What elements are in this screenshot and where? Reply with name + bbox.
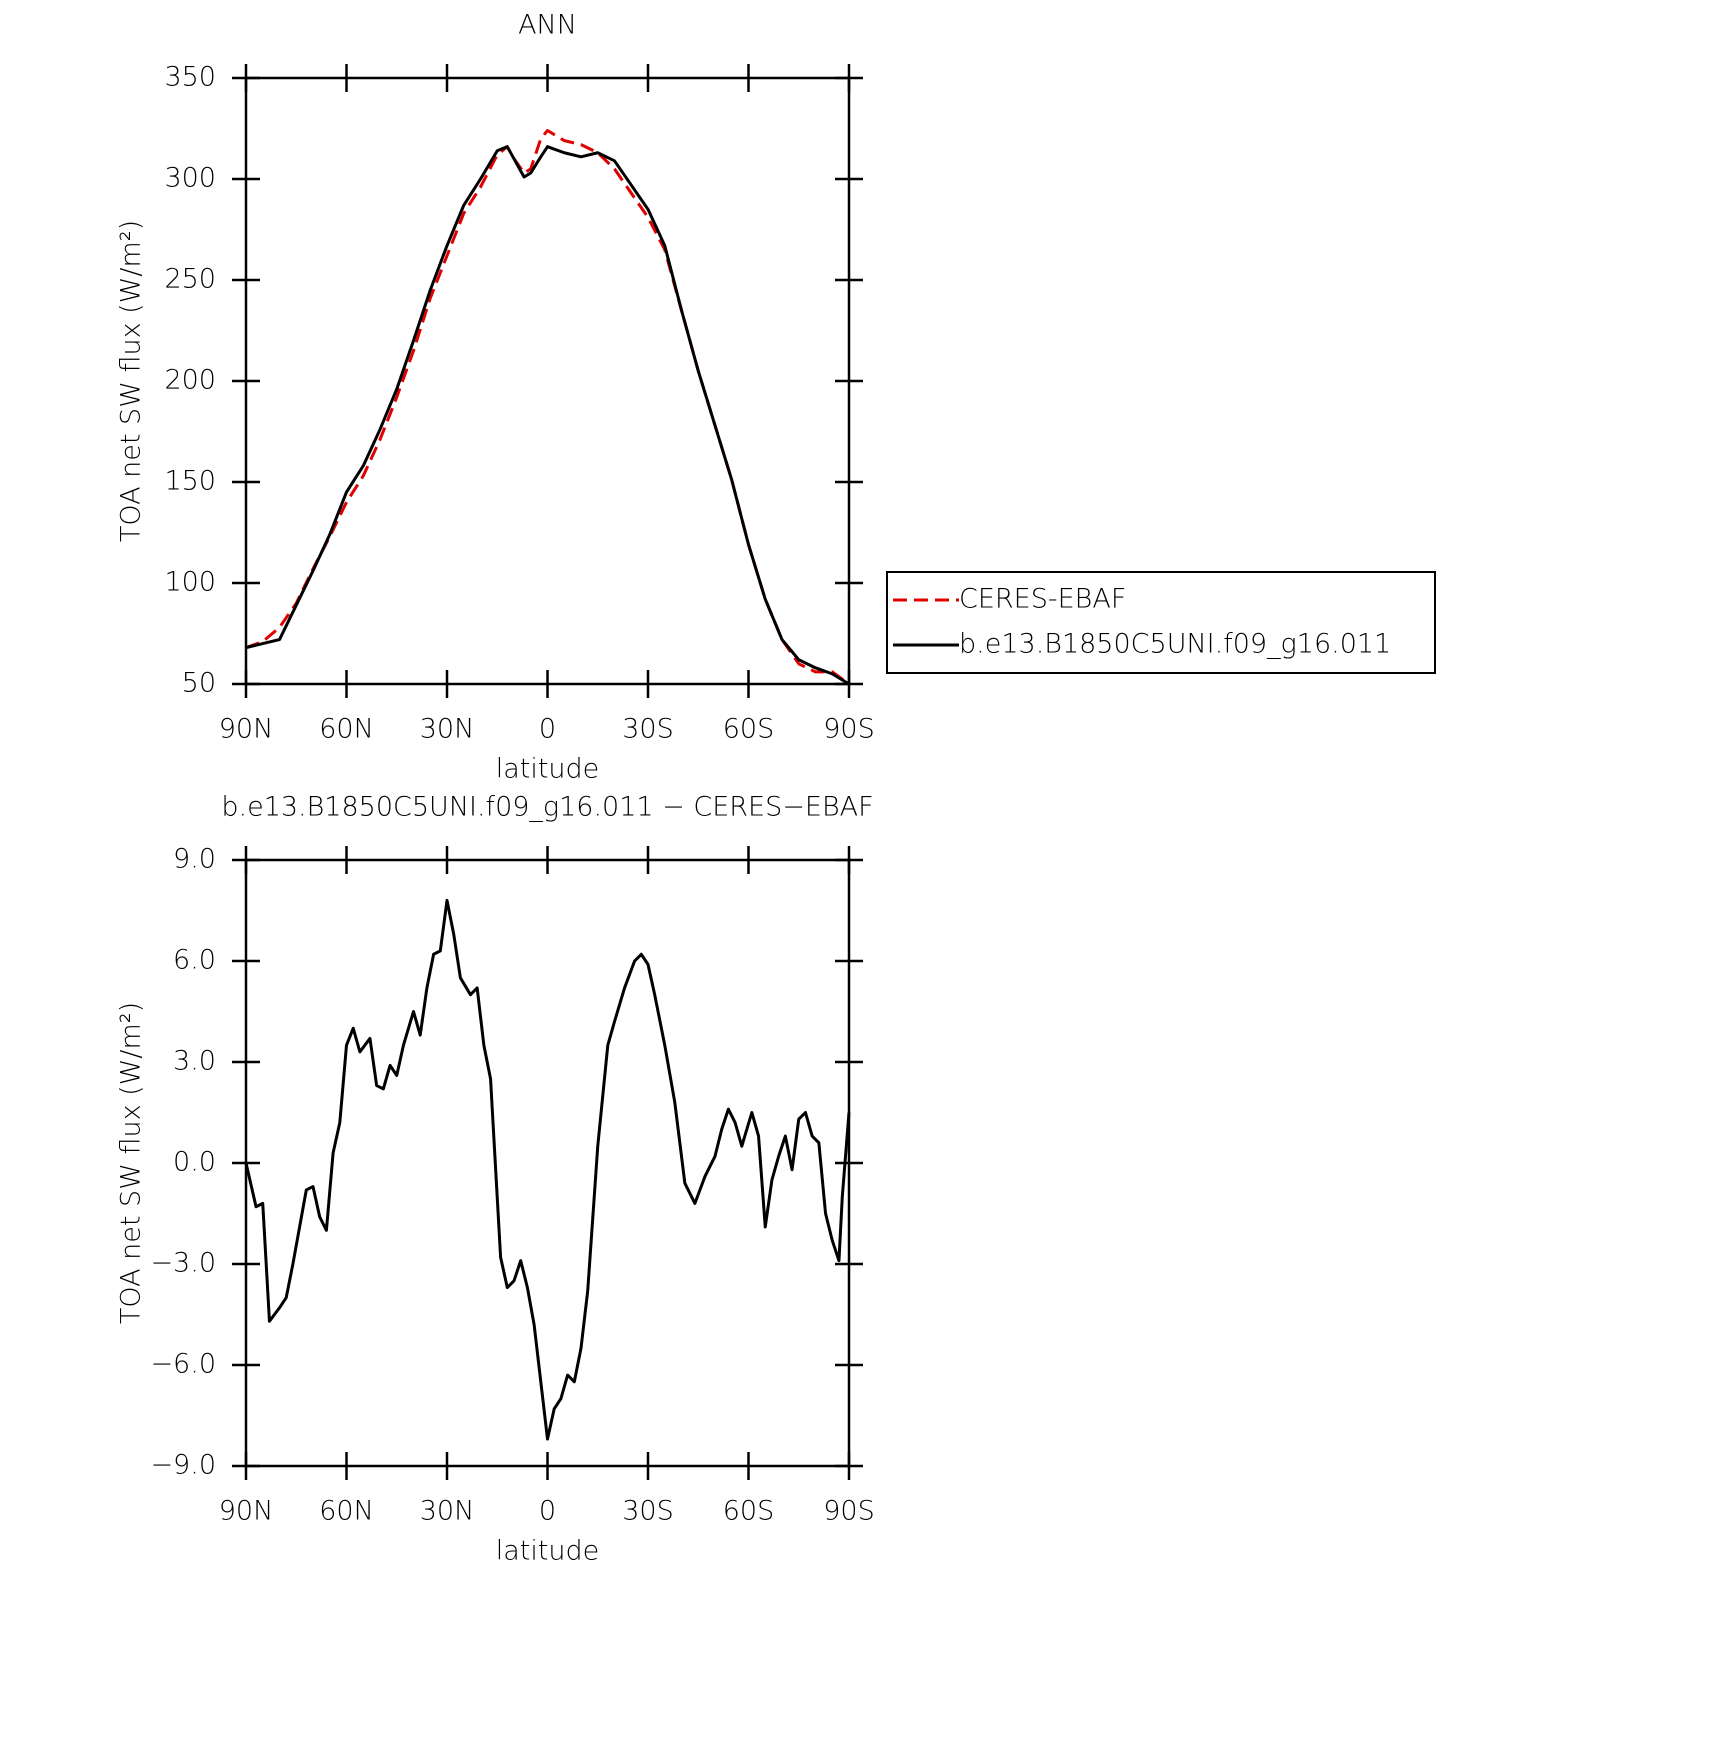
data-line [244,898,851,1441]
y-tick-label: 3.0 [173,1046,216,1077]
x-tick-label: 90N [219,1496,274,1527]
y-tick-label: −6.0 [150,1349,216,1380]
data-line [245,129,850,686]
data-line [245,145,850,686]
x-tick-label: 90N [219,714,274,745]
y-tick-label: 100 [164,567,216,598]
x-tick-label: 60S [723,1496,775,1527]
y-tick-label: 0.0 [173,1147,216,1178]
y-axis-label: TOA net SW flux (W/m²) [116,220,147,542]
y-tick-label: 350 [164,62,216,93]
y-axis-label: TOA net SW flux (W/m²) [116,1002,147,1324]
x-tick-label: 30S [622,1496,674,1527]
legend-label: b.e13.B1850C5UNI.f09_g16.011 [959,629,1391,660]
y-tick-label: 9.0 [173,844,216,875]
x-tick-label: 90S [823,714,875,745]
y-tick-label: 6.0 [173,945,216,976]
y-tick-label: −3.0 [150,1248,216,1279]
y-tick-label: 150 [164,466,216,497]
x-axis-label: latitude [496,1536,600,1567]
legend-label: CERES-EBAF [959,584,1126,615]
y-tick-label: 300 [164,163,216,194]
chart-title: ANN [518,10,577,41]
y-tick-label: 250 [164,264,216,295]
x-tick-label: 30N [420,1496,475,1527]
x-axis-label: latitude [496,754,600,785]
x-tick-label: 0 [539,1496,556,1527]
x-tick-label: 60N [319,714,374,745]
x-tick-label: 0 [539,714,556,745]
plot-frame [244,858,851,1468]
x-tick-label: 30S [622,714,674,745]
x-tick-label: 60S [723,714,775,745]
x-tick-label: 30N [420,714,475,745]
y-tick-label: 200 [164,365,216,396]
legend-box [886,571,1436,674]
x-tick-label: 60N [319,1496,374,1527]
chart-title: b.e13.B1850C5UNI.f09_g16.011 − CERES−EBA… [221,792,873,823]
y-tick-label: 50 [182,668,216,699]
y-tick-label: −9.0 [150,1450,216,1481]
plot-frame [244,76,851,686]
x-tick-label: 90S [823,1496,875,1527]
